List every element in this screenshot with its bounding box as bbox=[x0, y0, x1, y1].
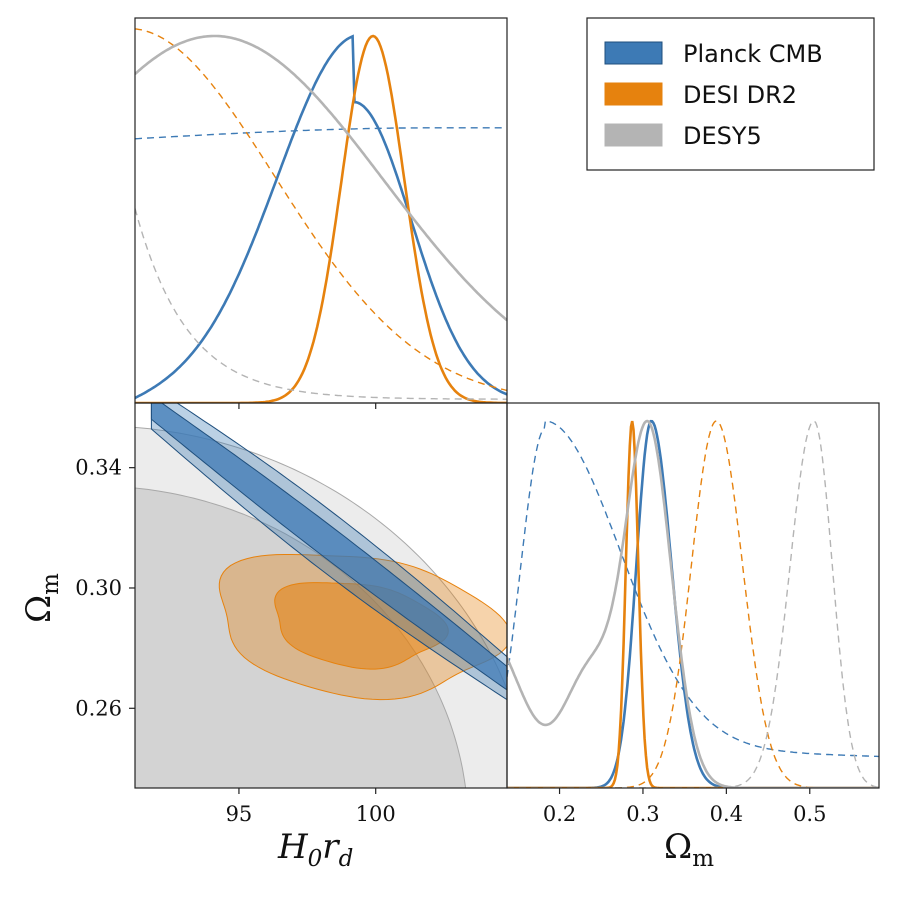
y-axis-label-om: Ωm bbox=[19, 573, 64, 623]
tick-label-om-y-0.34: 0.34 bbox=[75, 456, 122, 480]
legend-swatch-desi bbox=[604, 82, 663, 106]
tick-label-om-x-0.2: 0.2 bbox=[543, 802, 576, 826]
tick-label-h0rd-95: 95 bbox=[226, 802, 253, 826]
x-axis-label-om: Ωm bbox=[664, 827, 714, 872]
legend-swatch-desy5 bbox=[604, 123, 663, 147]
planck-h0rd-solid bbox=[135, 34, 507, 400]
planck-contour-68 bbox=[150, 403, 507, 691]
desi-h0rd-solid bbox=[135, 34, 507, 403]
panel-top-frame bbox=[134, 17, 508, 404]
legend-label-planck: Planck CMB bbox=[683, 40, 823, 68]
desy5-h0rd-dashed bbox=[135, 208, 507, 400]
om-ylabel-sub: m bbox=[38, 573, 64, 595]
om-ylabel-omega: Ω bbox=[19, 595, 59, 623]
tick-label-om-x-0.3: 0.3 bbox=[626, 802, 659, 826]
panel-right-1d bbox=[507, 419, 879, 788]
planck-contours bbox=[150, 403, 507, 701]
panel-top-1d bbox=[135, 28, 507, 403]
tick-label-h0rd-100: 100 bbox=[356, 802, 396, 826]
h0rd-label-subd: d bbox=[339, 846, 354, 872]
axis-ticks: 95 100 0.26 0.30 0.34 0.2 0.3 0.4 0.5 bbox=[75, 403, 826, 826]
desy5-h0rd-solid bbox=[135, 34, 507, 322]
legend-label-desi: DESI DR2 bbox=[683, 81, 797, 109]
tick-label-om-y-0.3: 0.30 bbox=[75, 576, 122, 600]
desi-contours bbox=[218, 554, 507, 701]
h0rd-label-sub0: 0 bbox=[308, 846, 323, 872]
planck-om-dashed bbox=[507, 420, 879, 758]
om-label-sub: m bbox=[692, 846, 714, 872]
panel-2d bbox=[135, 403, 507, 788]
h0rd-posterior-curves bbox=[135, 28, 507, 403]
om-posterior-curves bbox=[507, 419, 879, 788]
tick-label-om-x-0.5: 0.5 bbox=[793, 802, 826, 826]
desy5-om-solid bbox=[507, 419, 879, 788]
desi-h0rd-dashed bbox=[135, 28, 507, 392]
planck-om-solid bbox=[507, 419, 879, 788]
legend-swatch-planck bbox=[604, 41, 663, 65]
x-axis-label-h0rd: H0rd bbox=[277, 827, 353, 872]
h0rd-label-h: H bbox=[277, 827, 309, 867]
legend: Planck CMB DESI DR2 DESY5 bbox=[586, 17, 875, 171]
desy5-om-dashed bbox=[507, 420, 879, 788]
planck-h0rd-dashed bbox=[135, 127, 507, 140]
svg-text:Ωm: Ωm bbox=[19, 573, 64, 623]
legend-label-desy5: DESY5 bbox=[683, 122, 762, 150]
panel-right-frame bbox=[506, 402, 880, 789]
om-label-omega: Ω bbox=[664, 827, 692, 867]
h0rd-label-r: r bbox=[322, 827, 340, 867]
svg-text:Ωm: Ωm bbox=[664, 827, 714, 872]
tick-label-om-y-0.26: 0.26 bbox=[75, 696, 122, 720]
tick-label-om-x-0.4: 0.4 bbox=[710, 802, 743, 826]
svg-text:H0rd: H0rd bbox=[277, 827, 353, 872]
desi-om-dashed bbox=[507, 420, 879, 788]
